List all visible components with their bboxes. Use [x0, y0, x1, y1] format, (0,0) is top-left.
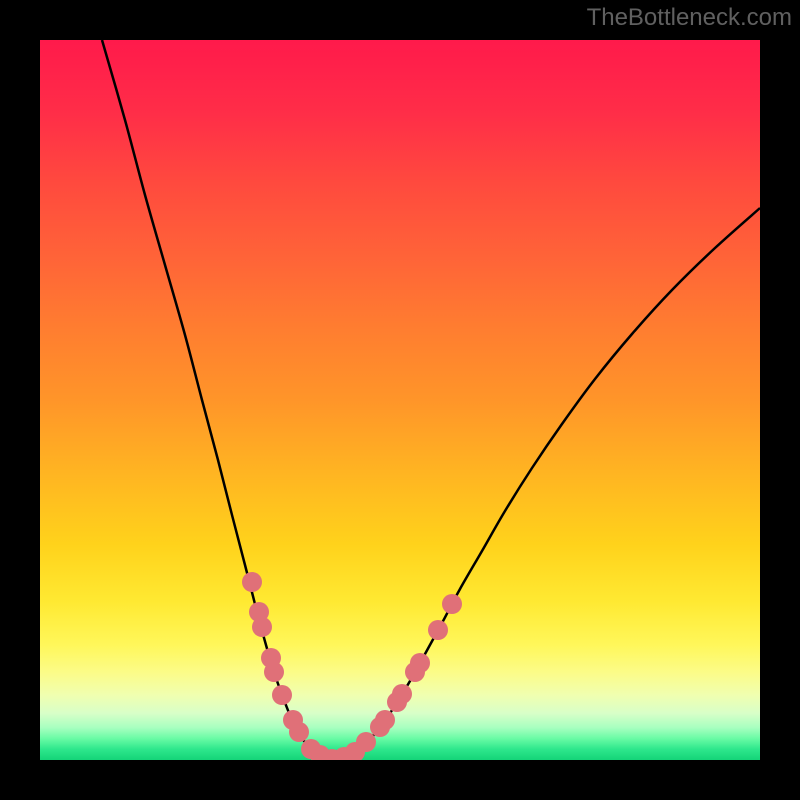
data-marker: [392, 684, 412, 704]
data-marker: [289, 722, 309, 742]
data-marker: [242, 572, 262, 592]
data-marker: [375, 710, 395, 730]
data-marker: [428, 620, 448, 640]
plot-area: [40, 40, 760, 760]
chart-svg: [40, 40, 760, 760]
data-marker: [410, 653, 430, 673]
data-marker: [442, 594, 462, 614]
data-marker: [272, 685, 292, 705]
data-marker: [356, 732, 376, 752]
gradient-background: [40, 40, 760, 760]
watermark: TheBottleneck.com: [587, 4, 792, 32]
data-marker: [252, 617, 272, 637]
data-marker: [264, 662, 284, 682]
